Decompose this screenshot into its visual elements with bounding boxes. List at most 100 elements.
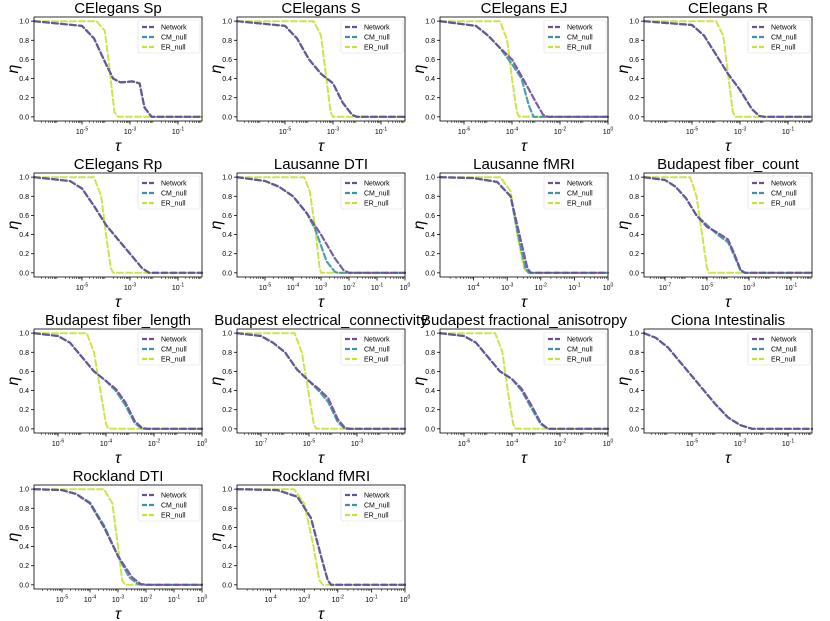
x-tick-label: 100 (400, 595, 411, 605)
x-tick-exponent: -3 (742, 439, 747, 445)
legend-label: CM_null (567, 35, 593, 42)
axes-frame (439, 328, 609, 434)
y-tick-label: 0.2 (629, 95, 639, 102)
legend-frame (137, 175, 201, 210)
y-axis-label: η (615, 376, 632, 385)
legend-frame (137, 19, 201, 54)
x-tick-label: 10-1 (168, 595, 180, 605)
x-tick-label: 10-1 (172, 127, 184, 137)
y-tick-label: 0.2 (19, 407, 29, 414)
legend-label: ER_null (364, 45, 389, 52)
legend-label: Network (364, 337, 390, 344)
x-tick-exponent: -1 (373, 595, 378, 601)
x-tick-exponent: -5 (84, 127, 89, 133)
subplot-title: CElegans Sp (74, 0, 162, 17)
y-axis-label: η (411, 376, 428, 385)
subplot-1: CElegans Sp 0.0 0.2 0.4 0.6 0.8 1.0 10-5 10-3 10-… (5, 0, 204, 155)
legend-frame (137, 487, 201, 522)
y-tick-label: 0.6 (222, 525, 232, 532)
y-tick-label: 0.6 (629, 213, 639, 220)
y-tick-label: 0.8 (222, 38, 232, 45)
x-axis-label: τ (725, 138, 732, 155)
y-tick-label: 0.2 (19, 251, 29, 258)
x-tick-label: 10-5 (76, 127, 88, 137)
x-tick-label: 10-7 (255, 439, 267, 449)
legend-label: ER_null (771, 357, 796, 364)
legend-label: Network (364, 493, 390, 500)
legend-label: Network (567, 337, 593, 344)
y-axis-label: η (411, 220, 428, 229)
axes-frame (643, 172, 813, 278)
y-tick-label: 0.4 (19, 388, 29, 395)
y-tick-label: 0.4 (425, 388, 435, 395)
x-tick-exponent: -2 (562, 439, 567, 445)
subplot-14: Rockland fMRI 0.0 0.2 0.4 0.6 0.8 1.0 10-4 10-3 1… (208, 468, 411, 621)
x-tick-label: 10-3 (501, 283, 513, 293)
y-tick-label: 0.4 (19, 544, 29, 551)
y-tick-label: 0.4 (222, 76, 232, 83)
legend: Network CM_null ER_null (543, 331, 607, 366)
series-line-network (438, 176, 610, 274)
legend-label: CM_null (364, 35, 390, 42)
x-tick-label: 10-1 (172, 283, 184, 293)
x-tick-exponent: 0 (408, 283, 411, 289)
y-tick-label: 0.2 (629, 251, 639, 258)
x-tick-label: 10-2 (535, 283, 547, 293)
y-tick-label: 0.2 (222, 563, 232, 570)
series-line-network (235, 20, 407, 118)
subplot-7: Lausanne fMRI 0.0 0.2 0.4 0.6 0.8 1.0 10-4 10-3 1… (411, 156, 614, 311)
x-tick-label: 10-1 (371, 283, 383, 293)
y-tick-label: 0.8 (19, 506, 29, 513)
axes-frame (439, 172, 609, 278)
x-tick-exponent: -5 (694, 127, 699, 133)
y-tick-label: 0.0 (222, 426, 232, 433)
legend-label: ER_null (364, 357, 389, 364)
legend-label: CM_null (161, 35, 187, 42)
y-tick-label: 0.8 (19, 350, 29, 357)
legend-frame (747, 331, 811, 366)
x-tick-exponent: -6 (466, 127, 471, 133)
x-tick-label: 10-3 (743, 283, 755, 293)
legend-label: ER_null (567, 201, 592, 208)
legend-label: Network (771, 25, 797, 32)
axes-frame (643, 16, 813, 122)
x-tick-label: 10-3 (734, 127, 746, 137)
y-tick-label: 0.4 (425, 232, 435, 239)
y-tick-label: 0.8 (19, 38, 29, 45)
y-axis-label: η (5, 532, 22, 541)
series-line-network (438, 332, 610, 430)
y-axis-label: η (615, 64, 632, 73)
x-tick-label: 10-3 (298, 595, 310, 605)
subplot-11: Budapest fractional_anisotropy 0.0 0.2 0.4 0… (411, 312, 627, 467)
x-tick-label: 100 (603, 127, 614, 137)
y-tick-label: 0.0 (19, 114, 29, 121)
legend: Network CM_null ER_null (340, 487, 404, 522)
series-line-er-null (439, 332, 609, 430)
legend-frame (543, 331, 607, 366)
subplot-12: Ciona Intestinalis 0.0 0.2 0.4 0.6 0.8 1.0 10-5… (615, 312, 814, 467)
y-tick-label: 0.0 (629, 270, 639, 277)
y-tick-label: 1.0 (19, 19, 29, 26)
x-tick-label: 10-3 (315, 283, 327, 293)
x-tick-label: 10-3 (124, 283, 136, 293)
x-tick-exponent: -5 (709, 283, 714, 289)
x-tick-label: 100 (400, 283, 411, 293)
x-tick-exponent: -5 (311, 439, 316, 445)
legend-label: ER_null (161, 357, 186, 364)
series-line-network (642, 332, 814, 430)
y-axis-label: η (208, 376, 225, 385)
legend-label: Network (567, 181, 593, 188)
x-tick-label: 10-4 (467, 283, 479, 293)
x-axis-label: τ (115, 138, 122, 155)
y-tick-label: 0.2 (19, 95, 29, 102)
y-tick-label: 0.8 (629, 38, 639, 45)
x-tick-label: 10-4 (84, 595, 96, 605)
y-tick-label: 0.4 (222, 232, 232, 239)
y-tick-label: 1.0 (222, 331, 232, 338)
legend: Network CM_null ER_null (137, 331, 201, 366)
x-tick-exponent: -5 (84, 283, 89, 289)
x-tick-exponent: -1 (790, 439, 795, 445)
x-tick-label: 10-3 (327, 127, 339, 137)
y-tick-label: 0.6 (19, 369, 29, 376)
legend-label: Network (161, 493, 187, 500)
